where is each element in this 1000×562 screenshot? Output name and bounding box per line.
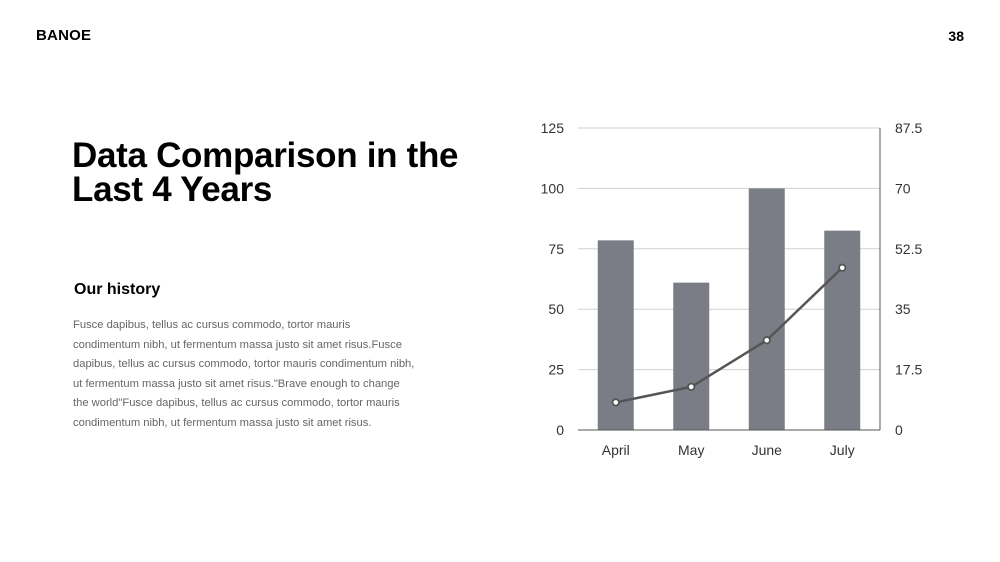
y-right-tick-label: 87.5 <box>895 120 922 136</box>
x-tick-label: June <box>752 442 783 458</box>
section-subtitle: Our history <box>74 281 161 298</box>
combo-chart: 0 25 50 75 100 125 0 17.5 35 52.5 70 87.5 April May Ju… <box>541 120 923 458</box>
y-right-tick-label: 52.5 <box>895 241 922 257</box>
bar <box>673 282 710 430</box>
y-right-tick-label: 17.5 <box>895 362 922 378</box>
x-tick-label: May <box>678 442 704 458</box>
y-left-tick-label: 0 <box>556 422 564 438</box>
page-title: Data Comparison in the Last 4 Years <box>72 136 459 209</box>
y-left-tick-label: 25 <box>548 362 564 378</box>
y-right-tick-label: 35 <box>895 301 911 317</box>
y-left-tick-label: 125 <box>541 120 565 136</box>
y-left-tick-label: 75 <box>548 241 564 257</box>
brand-logo-text: BANOE <box>36 27 92 44</box>
y-left-tick-label: 100 <box>541 180 565 196</box>
line-point <box>611 398 620 407</box>
y-left-tick-label: 50 <box>548 301 564 317</box>
bar <box>824 230 861 430</box>
page-number: 38 <box>948 28 964 44</box>
line-point <box>838 263 847 272</box>
bar <box>748 188 785 430</box>
line-series <box>615 266 844 404</box>
x-tick-label: April <box>602 442 630 458</box>
y-right-tick-label: 0 <box>895 422 903 438</box>
body-paragraph: Fusce dapibus, tellus ac cursus commodo,… <box>73 319 415 429</box>
y-right-tick-label: 70 <box>895 180 911 196</box>
line-point <box>687 382 696 391</box>
x-tick-label: July <box>830 442 855 458</box>
line-point <box>762 336 771 345</box>
